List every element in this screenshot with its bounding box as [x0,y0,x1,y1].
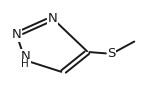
Text: N: N [12,28,21,41]
Text: S: S [107,47,116,60]
Text: N: N [48,12,57,25]
Text: H: H [21,59,29,69]
Text: N: N [20,50,30,63]
